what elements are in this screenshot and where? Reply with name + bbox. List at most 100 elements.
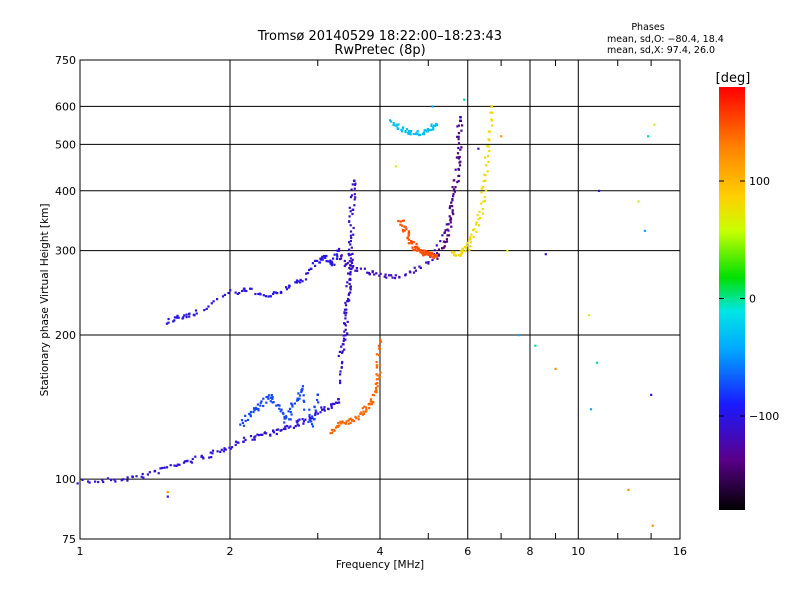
data-point <box>430 128 433 131</box>
data-point <box>447 223 450 226</box>
data-point <box>330 404 333 407</box>
data-point <box>409 271 412 274</box>
data-point <box>361 407 364 410</box>
data-point <box>486 170 489 173</box>
data-point <box>338 350 341 353</box>
data-point <box>76 482 79 485</box>
data-point <box>446 228 449 231</box>
data-point <box>350 260 353 263</box>
data-point <box>415 131 418 134</box>
data-point <box>554 367 557 370</box>
y-tick-label: 300 <box>55 245 76 258</box>
data-point <box>148 471 151 474</box>
data-point <box>223 447 226 450</box>
data-point <box>348 206 351 209</box>
data-point <box>432 254 435 257</box>
data-point <box>300 390 303 394</box>
data-point <box>312 418 316 421</box>
data-point <box>211 452 214 455</box>
data-point <box>310 267 313 270</box>
data-point <box>378 364 381 367</box>
data-point <box>375 366 378 369</box>
data-point <box>308 418 311 421</box>
data-point <box>289 425 292 428</box>
data-point <box>416 249 419 252</box>
data-point <box>353 179 356 182</box>
data-point <box>190 461 194 464</box>
data-point <box>455 156 458 159</box>
data-point <box>436 257 439 260</box>
x-tick-label: 16 <box>673 545 687 558</box>
data-point <box>374 390 377 393</box>
data-point <box>323 409 326 412</box>
data-point <box>445 240 449 243</box>
data-point <box>453 253 456 257</box>
data-point <box>308 415 311 418</box>
data-point <box>249 435 253 438</box>
data-point <box>378 354 381 357</box>
data-point <box>357 418 360 421</box>
data-point <box>189 460 192 463</box>
data-point <box>344 324 347 327</box>
data-point <box>335 257 339 260</box>
data-point <box>272 291 276 294</box>
data-point <box>419 251 422 254</box>
data-point <box>347 297 350 301</box>
data-point <box>349 288 352 291</box>
data-point <box>427 261 430 264</box>
data-point <box>445 223 448 226</box>
data-point <box>401 224 404 227</box>
data-point <box>376 385 379 388</box>
data-point <box>437 248 441 251</box>
data-point <box>280 408 283 411</box>
data-point <box>367 403 370 406</box>
data-point <box>301 385 304 388</box>
data-point <box>302 420 306 423</box>
data-point <box>344 314 347 317</box>
data-point <box>435 244 438 247</box>
data-point <box>490 118 493 121</box>
data-point <box>319 258 323 261</box>
data-point <box>375 388 378 391</box>
data-point <box>442 246 445 249</box>
data-point <box>407 238 410 241</box>
data-point <box>297 419 300 422</box>
data-point <box>327 260 330 263</box>
data-point <box>349 196 353 199</box>
data-point <box>373 273 376 276</box>
stats-line-o: mean, sd,O: −80.4, 18.4 <box>607 34 724 45</box>
data-point <box>237 441 240 444</box>
data-point <box>188 312 191 316</box>
data-point <box>308 413 311 417</box>
data-point <box>437 254 441 257</box>
data-point <box>311 262 314 265</box>
data-point <box>330 403 333 406</box>
data-point <box>437 253 440 256</box>
data-point <box>122 478 125 481</box>
data-point <box>375 353 379 356</box>
data-point <box>595 361 599 364</box>
data-point <box>486 145 489 148</box>
data-point <box>348 248 351 251</box>
data-point <box>163 466 166 469</box>
data-point <box>451 199 454 202</box>
data-point <box>295 279 299 282</box>
data-point <box>483 199 486 202</box>
data-point <box>454 186 457 189</box>
data-point <box>449 221 452 224</box>
data-point <box>347 252 350 255</box>
data-point <box>413 266 416 269</box>
data-point <box>342 343 345 346</box>
data-point <box>255 407 258 411</box>
data-point <box>303 400 306 403</box>
data-point <box>439 240 442 243</box>
data-point <box>345 285 348 288</box>
data-point <box>369 400 372 403</box>
data-point <box>299 281 302 284</box>
data-point <box>300 388 303 392</box>
data-point <box>291 403 294 406</box>
data-point <box>378 375 381 378</box>
data-point <box>185 316 188 319</box>
data-point <box>410 242 413 245</box>
data-point <box>315 410 318 413</box>
